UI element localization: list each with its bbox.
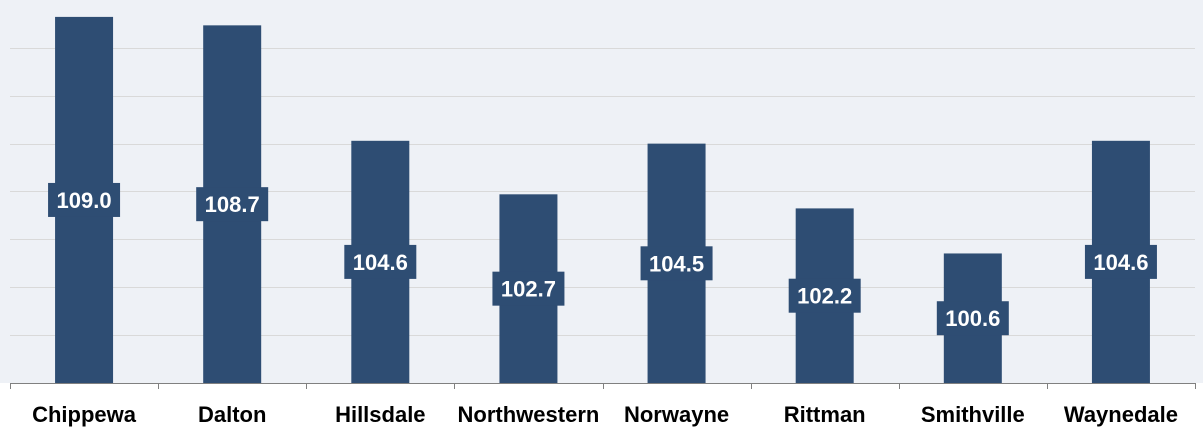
category-labels: Chippewa Dalton Hillsdale Northwestern Norwa… — [32, 402, 1178, 427]
value-label: 102.2 — [797, 284, 852, 309]
value-label: 100.6 — [945, 306, 1000, 331]
value-label: 104.6 — [353, 250, 408, 275]
category-label: Northwestern — [458, 402, 600, 427]
category-label: Dalton — [198, 402, 266, 427]
x-axis — [10, 383, 1196, 389]
value-label: 104.6 — [1093, 250, 1148, 275]
category-label: Norwayne — [624, 402, 729, 427]
category-label: Hillsdale — [335, 402, 425, 427]
value-label: 109.0 — [57, 188, 112, 213]
category-label: Waynedale — [1064, 402, 1178, 427]
value-label: 108.7 — [205, 192, 260, 217]
category-label: Smithville — [921, 402, 1025, 427]
value-label-box — [48, 182, 121, 217]
value-label: 102.7 — [501, 277, 556, 302]
value-labels: 109.0 108.7 104.6 102.7 104.5 102.2 100.6 104.6 — [48, 182, 1157, 336]
value-label-box — [196, 187, 269, 222]
value-label-box — [1084, 244, 1157, 279]
category-label: Rittman — [784, 402, 866, 427]
value-label-box — [936, 301, 1009, 336]
value-label: 104.5 — [649, 251, 704, 276]
value-label-box — [640, 246, 713, 281]
value-label-box — [788, 278, 861, 313]
category-label: Chippewa — [32, 402, 137, 427]
value-label-box — [492, 271, 565, 306]
value-label-box — [344, 244, 417, 279]
